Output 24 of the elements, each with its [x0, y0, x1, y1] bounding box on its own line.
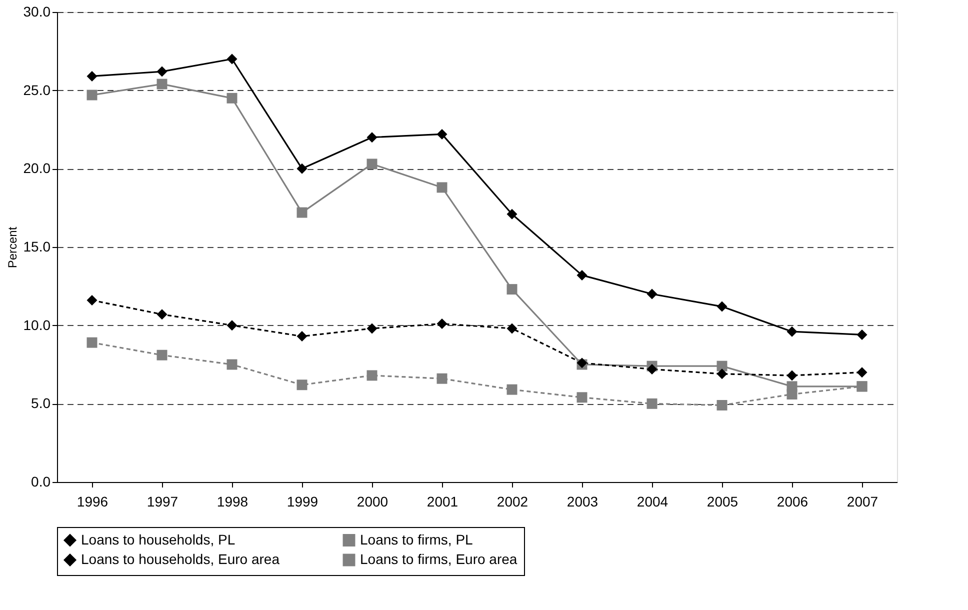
x-tick-label: 1998 [216, 494, 248, 510]
y-tick-label: 25.0 [23, 82, 51, 98]
x-tick-label: 2002 [496, 494, 528, 510]
x-tick-label: 2004 [636, 494, 668, 510]
y-tick-label: 30.0 [23, 4, 51, 20]
y-tick-label: 0.0 [31, 474, 51, 490]
x-tick-label: 1999 [286, 494, 318, 510]
x-tick-label: 2005 [706, 494, 738, 510]
x-tick-label: 1996 [76, 494, 108, 510]
legend-label: Loans to households, Euro area [81, 551, 280, 567]
x-tick-label: 2003 [566, 494, 598, 510]
x-tick-label: 1997 [146, 494, 178, 510]
x-tick-label: 2001 [426, 494, 458, 510]
y-tick-label: 15.0 [23, 238, 51, 254]
y-tick-label: 20.0 [23, 160, 51, 176]
y-tick-label: 5.0 [31, 395, 51, 412]
legend-label: Loans to firms, PL [360, 531, 474, 548]
x-tick-label: 2006 [776, 494, 808, 510]
legend-label: Loans to households, PL [81, 531, 236, 548]
y-axis-title: Percent [5, 226, 20, 268]
x-tick-label: 2007 [846, 494, 878, 510]
y-tick-label: 10.0 [23, 316, 51, 333]
x-tick-label: 2000 [356, 494, 388, 510]
legend-label: Loans to firms, Euro area [360, 551, 518, 567]
